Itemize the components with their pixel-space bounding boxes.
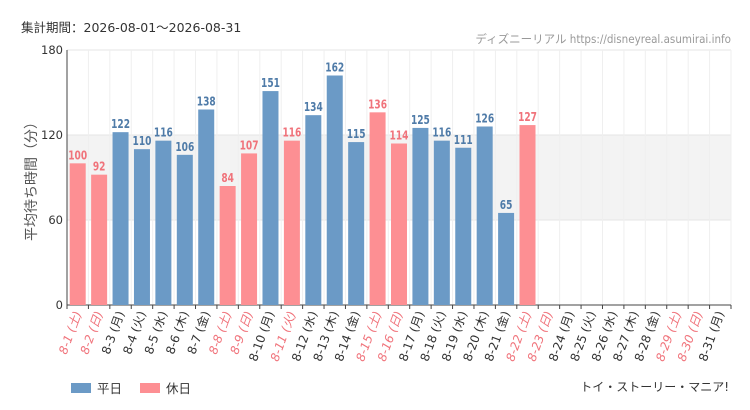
x-tick-labels: 8-1 (土)8-2 (日)8-3 (月)8-4 (火)8-5 (水)8-6 (… [56, 309, 727, 363]
data-label: 84 [221, 171, 234, 185]
y-tick-label: 60 [48, 213, 63, 227]
site-credit: ディズニーリアル https://disneyreal.asumirai.inf… [475, 32, 731, 46]
y-tick-labels: 0 60 120 180 [41, 43, 63, 312]
bar [176, 154, 193, 305]
legend-swatch-weekday [71, 382, 91, 393]
bar [305, 115, 322, 306]
bar [198, 109, 215, 305]
y-tick-label: 180 [41, 43, 63, 57]
data-label: 110 [133, 134, 152, 148]
bar [498, 212, 515, 305]
bar [262, 91, 279, 305]
grid-lines [66, 49, 732, 305]
bar [91, 174, 108, 305]
data-label: 138 [197, 95, 216, 109]
data-label: 92 [93, 160, 106, 174]
legend: 平日 休日 [71, 378, 205, 397]
y-axis-label: 平均待ち時間（分） [24, 115, 40, 241]
bars [69, 75, 536, 306]
data-label: 127 [518, 110, 537, 124]
bar [133, 149, 150, 305]
data-label: 125 [411, 113, 430, 127]
bar [348, 142, 365, 305]
data-label: 114 [390, 129, 409, 143]
data-label: 106 [175, 140, 194, 154]
collection-period: 集計期間：2026-08-01〜2026-08-31 [21, 20, 242, 35]
bar [519, 125, 536, 305]
data-label: 107 [240, 138, 259, 152]
data-label: 122 [111, 117, 130, 131]
data-label: 116 [432, 126, 451, 140]
data-label: 111 [454, 133, 473, 147]
bar [219, 186, 236, 305]
bar [391, 143, 407, 305]
bar [155, 140, 172, 305]
bar [455, 147, 472, 305]
data-label: 65 [500, 198, 513, 212]
legend-label-holiday: 休日 [166, 381, 192, 396]
data-label: 162 [325, 61, 344, 75]
y-tick-label: 120 [41, 128, 63, 142]
bar [369, 112, 386, 305]
data-labels: 1009212211011610613884107151116134162115… [68, 61, 537, 212]
data-label: 126 [475, 112, 494, 126]
bar [476, 126, 493, 305]
data-label: 136 [368, 97, 387, 111]
attraction-name: トイ・ストーリー・マニア! [580, 380, 729, 394]
data-label: 116 [154, 126, 173, 140]
bar [326, 75, 343, 305]
bar [69, 163, 86, 305]
legend-item-weekday[interactable]: 平日 [71, 378, 122, 397]
bar [412, 127, 429, 306]
legend-swatch-holiday [140, 382, 160, 393]
bar [241, 153, 258, 305]
legend-item-holiday[interactable]: 休日 [140, 378, 191, 397]
data-label: 115 [347, 127, 366, 141]
data-label: 134 [304, 100, 323, 114]
data-label: 151 [261, 76, 280, 90]
bar [433, 140, 450, 305]
bar [283, 140, 300, 305]
data-label: 100 [68, 148, 87, 162]
bar [112, 132, 129, 305]
data-label: 116 [282, 126, 301, 140]
y-tick-label: 0 [56, 298, 63, 312]
legend-label-weekday: 平日 [97, 381, 123, 396]
